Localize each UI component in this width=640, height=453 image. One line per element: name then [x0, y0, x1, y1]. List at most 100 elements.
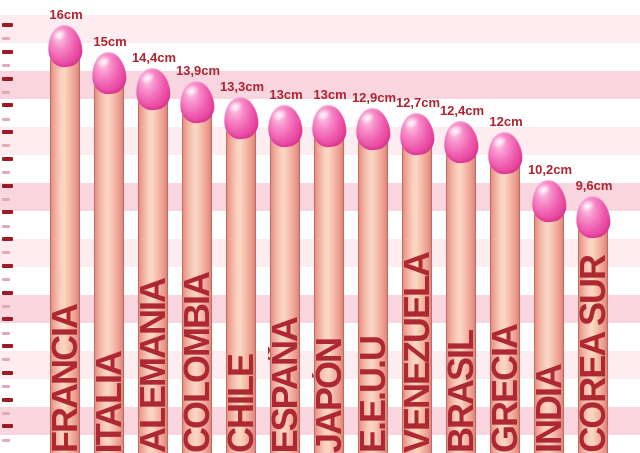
bar-shaft — [270, 131, 300, 453]
bar-country-label: ALEMANIA — [136, 279, 170, 453]
axis-tick-minor — [2, 117, 10, 121]
bar-country-wrap: FRANCIA — [48, 65, 82, 453]
axis-tick-major — [2, 77, 13, 81]
bar-corea-sur: COREA SUR — [574, 194, 612, 453]
bar-country-label: ESPAÑA — [268, 317, 302, 453]
bar-country-label: CHILE — [224, 355, 258, 453]
axis-tick-minor — [2, 277, 10, 281]
bar-tip — [442, 119, 480, 165]
axis-tick-minor — [2, 304, 10, 308]
bar-country-wrap: ESPAÑA — [268, 145, 302, 453]
bar-value-label: 14,4cm — [131, 50, 177, 65]
bar-venezuela: VENEZUELA — [398, 111, 436, 453]
axis-tick-major — [2, 424, 13, 428]
axis-tick-major — [2, 291, 13, 295]
bar-country-label: COREA SUR — [576, 256, 610, 453]
axis-tick-minor — [2, 250, 10, 254]
bar-tip — [530, 178, 568, 224]
bar-shaft — [490, 158, 520, 453]
axis-tick-minor — [2, 63, 10, 67]
axis-tick-minor — [2, 36, 10, 40]
axis-tick-major — [2, 184, 13, 188]
axis-tick-minor — [2, 438, 10, 442]
bar-tip — [310, 103, 348, 149]
bar-value-label: 13,9cm — [175, 63, 221, 78]
bar-value-label: 15cm — [93, 34, 127, 49]
bar-shaft — [182, 107, 212, 453]
bar-country-wrap: GRECIA — [488, 172, 522, 453]
bar-country-label: BRASIL — [444, 331, 478, 453]
bar-country-label: COLOMBIA — [180, 273, 214, 453]
axis-tick-major — [2, 344, 13, 348]
bar-india: INDIA — [530, 178, 568, 453]
axis-tick-major — [2, 103, 13, 107]
bar-country-wrap: VENEZUELA — [400, 153, 434, 453]
axis-tick-minor — [2, 90, 10, 94]
bar-shaft — [534, 206, 564, 453]
bar-shaft — [358, 134, 388, 453]
bar-country-label: JAPÓN — [312, 338, 346, 453]
bar-tip — [90, 50, 128, 96]
bar-e-e-u-u: E.E.U.U — [354, 106, 392, 453]
y-axis — [0, 0, 20, 453]
bar-francia: FRANCIA — [46, 23, 84, 453]
bar-country-wrap: E.E.U.U — [356, 148, 390, 453]
bar-jap-n: JAPÓN — [310, 103, 348, 453]
bar-tip — [266, 103, 304, 149]
axis-tick-major — [2, 210, 13, 214]
bar-value-label: 10,2cm — [527, 162, 573, 177]
bar-tip — [354, 106, 392, 152]
bar-value-label: 12,4cm — [439, 103, 485, 118]
bar-shaft — [226, 123, 256, 453]
bar-espa-a: ESPAÑA — [266, 103, 304, 453]
bar-country-wrap: ALEMANIA — [136, 108, 170, 453]
axis-tick-minor — [2, 384, 10, 388]
bar-shaft — [94, 78, 124, 453]
axis-tick-minor — [2, 357, 10, 361]
bar-country-wrap: COREA SUR — [576, 236, 610, 453]
bar-country-wrap: COLOMBIA — [180, 121, 214, 453]
bar-alemania: ALEMANIA — [134, 66, 172, 453]
bar-shaft — [402, 139, 432, 453]
bar-country-wrap: ITALIA — [92, 92, 126, 453]
bar-country-label: FRANCIA — [48, 305, 82, 453]
axis-tick-minor — [2, 331, 10, 335]
bar-country-label: INDIA — [532, 365, 566, 453]
bar-country-wrap: CHILE — [224, 137, 258, 453]
axis-tick-major — [2, 398, 13, 402]
bar-tip — [398, 111, 436, 157]
axis-tick-major — [2, 317, 13, 321]
bar-tip — [486, 130, 524, 176]
bar-shaft — [314, 131, 344, 453]
bar-value-label: 12,7cm — [395, 95, 441, 110]
axis-tick-minor — [2, 411, 10, 415]
bar-shaft — [578, 222, 608, 453]
bar-country-label: ITALIA — [92, 351, 126, 453]
bar-shaft — [446, 147, 476, 453]
axis-tick-major — [2, 50, 13, 54]
axis-tick-major — [2, 23, 13, 27]
bar-tip — [46, 23, 84, 69]
bar-value-label: 13,3cm — [219, 79, 265, 94]
bar-country-wrap: INDIA — [532, 220, 566, 453]
bar-shaft — [138, 94, 168, 453]
bar-tip — [178, 79, 216, 125]
bar-tip — [222, 95, 260, 141]
bar-colombia: COLOMBIA — [178, 79, 216, 453]
bar-value-label: 13cm — [269, 87, 303, 102]
bar-value-label: 13cm — [313, 87, 347, 102]
axis-tick-major — [2, 130, 13, 134]
bar-value-label: 9,6cm — [575, 178, 613, 193]
bar-country-label: VENEZUELA — [400, 252, 434, 453]
bar-country-label: E.E.U.U — [356, 336, 390, 453]
bar-country-label: GRECIA — [488, 324, 522, 453]
bar-value-label: 12cm — [489, 114, 523, 129]
bar-tip — [134, 66, 172, 112]
bar-tip — [574, 194, 612, 240]
axis-tick-major — [2, 264, 13, 268]
bar-shaft — [50, 51, 80, 453]
axis-tick-major — [2, 371, 13, 375]
axis-tick-minor — [2, 224, 10, 228]
bar-value-label: 12,9cm — [351, 90, 397, 105]
